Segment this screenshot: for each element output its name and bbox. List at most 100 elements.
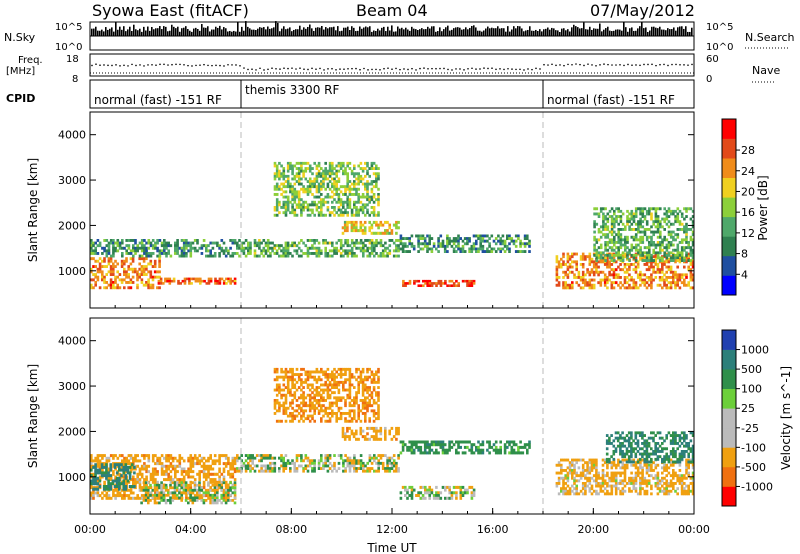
data-cell — [610, 246, 614, 250]
nsky-bar — [223, 27, 225, 36]
data-cell — [370, 180, 374, 183]
data-cell — [302, 172, 305, 176]
data-cell — [353, 454, 356, 457]
data-cell — [322, 467, 325, 470]
data-cell — [158, 252, 162, 255]
data-cell — [220, 488, 223, 492]
nsky-bar — [441, 31, 443, 36]
data-cell — [608, 260, 611, 264]
data-cell — [269, 252, 272, 255]
data-cell — [359, 174, 363, 178]
freq-strip: Freq. [MHz] 18 8 60 0 Nave — [6, 53, 780, 85]
data-cell — [377, 409, 380, 413]
data-cell — [92, 465, 95, 469]
data-cell — [118, 244, 122, 248]
data-cell — [359, 246, 363, 250]
data-cell — [372, 412, 376, 415]
data-cell — [156, 249, 159, 253]
data-cell — [240, 467, 243, 470]
data-cell — [331, 190, 334, 194]
data-cell — [586, 255, 589, 259]
data-cell — [120, 278, 124, 282]
data-cell — [189, 467, 193, 471]
data-cell — [185, 254, 188, 258]
data-cell — [127, 494, 131, 498]
data-cell — [145, 241, 148, 245]
data-cell — [363, 226, 367, 230]
nsky-bar — [581, 28, 583, 36]
data-cell — [260, 249, 263, 253]
data-cell — [661, 248, 664, 252]
data-cell — [641, 253, 645, 257]
data-cell — [320, 208, 323, 212]
data-cell — [308, 401, 312, 405]
data-cell — [114, 249, 117, 253]
data-cell — [103, 480, 106, 484]
data-cell — [280, 187, 283, 191]
data-cell — [619, 235, 623, 239]
data-cell — [255, 454, 259, 457]
data-cell — [375, 426, 378, 430]
data-cell — [174, 246, 177, 250]
data-cell — [377, 417, 380, 421]
data-cell — [222, 252, 226, 255]
data-cell — [169, 456, 173, 460]
data-cell — [180, 496, 184, 500]
data-cell — [615, 215, 618, 218]
data-cell — [174, 494, 177, 498]
data-cell — [304, 190, 308, 194]
data-cell — [304, 380, 308, 384]
data-cell — [593, 248, 596, 252]
data-cell — [302, 241, 305, 245]
data-cell — [606, 286, 609, 290]
nsky-bar — [627, 31, 629, 36]
data-cell — [348, 426, 351, 430]
data-cell — [302, 404, 305, 408]
data-cell — [634, 248, 638, 252]
data-cell — [375, 469, 378, 473]
data-cell — [311, 246, 314, 250]
data-cell — [121, 494, 124, 498]
data-cell — [114, 265, 117, 268]
data-cell — [689, 238, 693, 242]
data-cell — [180, 472, 184, 476]
nsky-bar — [115, 21, 117, 36]
data-cell — [282, 185, 286, 189]
data-cell — [107, 246, 111, 250]
data-cell — [333, 177, 336, 181]
data-cell — [645, 281, 649, 285]
data-cell — [597, 228, 601, 231]
data-cell — [282, 409, 286, 413]
data-cell — [381, 461, 385, 465]
data-cell — [162, 282, 165, 285]
data-cell — [143, 467, 146, 471]
data-cell — [379, 220, 383, 224]
data-cell — [508, 247, 511, 251]
data-cell — [145, 478, 148, 482]
data-cell — [665, 286, 668, 290]
nsearch-label: N.Search — [745, 31, 795, 44]
data-cell — [122, 487, 125, 491]
data-cell — [118, 487, 121, 491]
data-cell — [639, 212, 642, 216]
data-cell — [105, 252, 109, 255]
data-cell — [647, 276, 651, 279]
nsky-bar — [291, 31, 293, 36]
data-cell — [175, 488, 179, 492]
data-cell — [118, 472, 122, 476]
data-cell — [626, 220, 629, 224]
data-cell — [225, 282, 228, 285]
data-cell — [289, 167, 292, 170]
data-cell — [107, 257, 111, 261]
data-cell — [410, 242, 414, 246]
data-cell — [233, 467, 237, 471]
data-cell — [335, 401, 338, 405]
data-cell — [566, 265, 570, 269]
data-cell — [180, 481, 183, 485]
data-cell — [107, 482, 110, 486]
data-cell — [628, 268, 631, 272]
data-cell — [683, 283, 686, 287]
data-cell — [372, 378, 376, 382]
data-cell — [392, 254, 396, 258]
data-cell — [390, 461, 394, 465]
